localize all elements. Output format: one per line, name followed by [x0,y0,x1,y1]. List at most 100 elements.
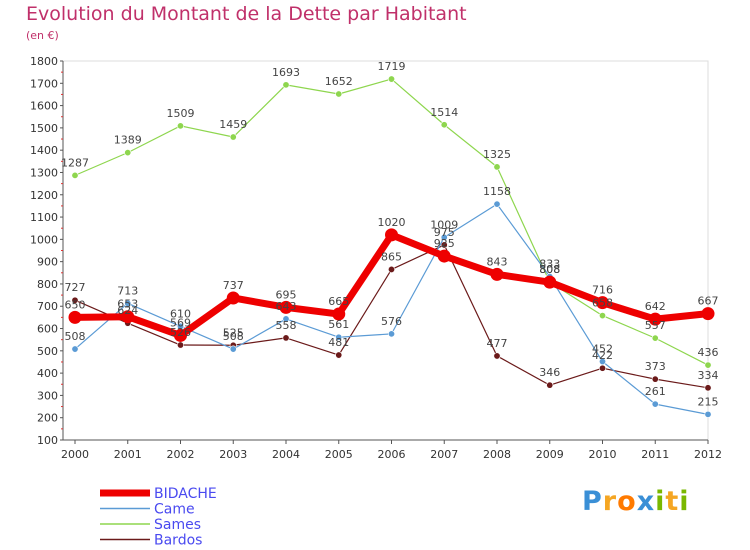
data-point [124,299,132,307]
data-label: 526 [170,326,191,339]
data-label: 1020 [378,216,406,229]
data-point [124,149,132,157]
data-label: 653 [117,298,138,311]
data-label: 713 [117,284,138,297]
y-tick-label: 300 [37,389,58,402]
data-point [282,315,290,323]
legend-label: Came [154,502,195,518]
y-tick-label: 600 [37,323,58,336]
y-tick-label: 100 [37,434,58,447]
data-label: 452 [592,343,613,356]
proxiti-logo: Proxiti [582,486,690,517]
y-tick-label: 800 [37,278,58,291]
data-label: 481 [328,336,349,349]
data-label: 808 [539,263,560,276]
y-tick-label: 700 [37,300,58,313]
data-label: 422 [592,349,613,362]
logo-letter: i [655,486,666,517]
x-tick-label: 2000 [61,448,89,461]
data-label: 833 [539,258,560,271]
data-label: 436 [698,346,719,359]
data-point [387,75,395,83]
x-tick-label: 2009 [536,448,564,461]
data-label: 1652 [325,75,353,88]
data-label: 1509 [167,107,195,120]
data-point [335,333,343,341]
x-tick-label: 2005 [325,448,353,461]
data-label: 1009 [430,218,458,231]
y-tick-label: 1100 [30,211,58,224]
data-point [598,358,606,366]
y-tick-label: 900 [37,256,58,269]
data-point [71,296,79,304]
data-point [598,364,606,372]
data-label: 695 [276,288,297,301]
data-label: 642 [645,300,666,313]
data-point [598,312,606,320]
x-tick-label: 2006 [378,448,406,461]
data-point [651,334,659,342]
data-point [282,81,290,89]
data-point [177,341,185,349]
y-tick-label: 1200 [30,189,58,202]
x-tick-label: 2012 [694,448,722,461]
data-point [704,361,712,369]
logo-letter: o [617,486,637,517]
data-label: 508 [65,330,86,343]
y-tick-label: 1000 [30,233,58,246]
data-label: 334 [698,369,719,382]
y-tick-label: 1300 [30,166,58,179]
data-label: 975 [434,226,455,239]
data-label: 925 [434,237,455,250]
data-label: 525 [223,326,244,339]
data-label: 558 [276,319,297,332]
data-label: 667 [698,295,719,308]
x-tick-label: 2004 [272,448,300,461]
data-label: 843 [487,255,508,268]
data-point [493,200,501,208]
data-point [68,310,82,324]
y-tick-label: 1400 [30,144,58,157]
data-label: 561 [328,318,349,331]
x-tick-label: 2003 [219,448,247,461]
data-label: 808 [539,263,560,276]
data-point [490,267,504,281]
data-label: 1514 [430,106,458,119]
x-tick-label: 2008 [483,448,511,461]
data-point [229,133,237,141]
data-point [332,307,346,321]
logo-letter: r [602,486,618,517]
legend-label: BIDACHE [154,486,217,502]
data-label: 737 [223,279,244,292]
data-point [437,249,451,263]
x-tick-label: 2001 [114,448,142,461]
legend-label: Bardos [154,533,202,549]
data-label: 1158 [483,185,511,198]
x-tick-label: 2011 [641,448,669,461]
y-tick-label: 200 [37,412,58,425]
data-point [282,334,290,342]
data-point [648,312,662,326]
data-point [651,400,659,408]
logo-letter: x [636,486,656,517]
data-point [335,90,343,98]
data-label: 643 [276,300,297,313]
data-label: 508 [223,330,244,343]
data-label: 1325 [483,148,511,161]
y-tick-label: 1500 [30,122,58,135]
data-point [493,163,501,171]
data-label: 576 [381,315,402,328]
data-point [440,241,448,249]
data-label: 1719 [378,60,406,73]
data-label: 624 [117,304,138,317]
data-label: 1389 [114,134,142,147]
data-point [121,310,135,324]
y-tick-label: 1700 [30,77,58,90]
data-point [546,381,554,389]
y-tick-label: 500 [37,345,58,358]
data-label: 569 [170,316,191,329]
chart-title: Evolution du Montant de la Dette par Hab… [26,3,467,25]
y-tick-label: 1600 [30,100,58,113]
data-point [71,171,79,179]
